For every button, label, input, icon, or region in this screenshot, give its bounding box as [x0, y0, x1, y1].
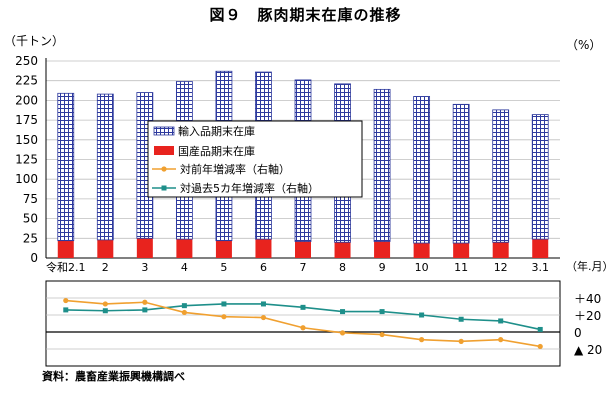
yoy-rate-point: [419, 337, 425, 343]
bar-domestic: [255, 239, 272, 258]
legend: 輸入品期末在庫 国産品期末在庫 対前年増減率（右軸） 対過去5カ年増減率（右軸）: [147, 120, 363, 198]
rate-panel-frame: [45, 280, 561, 367]
x-tick-label: 4: [181, 261, 188, 274]
x-tick-label: 5: [220, 261, 227, 274]
bar-domestic: [532, 239, 549, 258]
y-tick-label: 100: [15, 172, 38, 186]
yoy-rate-point: [458, 338, 464, 344]
chart-title: 図９ 豚肉期末在庫の推移: [209, 6, 402, 24]
yoy-rate-point: [102, 301, 108, 307]
legend-box: [147, 120, 363, 198]
yoy-rate-point: [142, 299, 148, 305]
x-tick-label: 11: [454, 261, 468, 274]
five-year-rate-point: [340, 309, 346, 315]
five-year-rate-point: [537, 326, 543, 332]
source-note: 資料：農畜産業振興機構調べ: [42, 370, 185, 383]
x-tick-label: 2: [102, 261, 109, 274]
right-tick-label: ＋20: [574, 309, 601, 323]
legend-swatch-import: [153, 126, 175, 136]
yoy-rate-point: [260, 314, 267, 321]
y-tick-label: 25: [23, 231, 38, 245]
bar-domestic: [453, 243, 470, 258]
five-year-rate-point: [300, 304, 306, 310]
x-tick-label: 6: [260, 261, 267, 274]
yoy-rate-point: [537, 343, 543, 350]
legend-label-yoy: 対前年増減率（右軸）: [180, 162, 290, 176]
five-year-rate-point: [419, 312, 425, 318]
five-year-rate-point: [260, 301, 266, 307]
yoy-rate-point: [63, 297, 69, 304]
yoy-rate-point: [379, 331, 385, 338]
five-year-rate-point: [498, 318, 504, 324]
x-tick-label: 令和2.1: [46, 260, 86, 274]
x-tick-label: 9: [379, 261, 386, 274]
bar-import: [492, 109, 510, 243]
five-year-rate-point: [181, 303, 187, 309]
bar-import: [373, 88, 391, 242]
legend-marker-five-year: [161, 185, 167, 191]
bar-domestic: [176, 239, 193, 258]
left-axis-unit: （千トン）: [4, 34, 65, 48]
legend-label-five-year: 対過去5カ年増減率（右軸）: [180, 181, 319, 195]
x-tick-label: 3.1: [531, 261, 549, 274]
x-axis-unit: （年.月）: [566, 259, 611, 273]
bar-domestic: [97, 239, 114, 258]
bar-import: [57, 92, 75, 242]
y-tick-label: 225: [15, 74, 38, 88]
y-tick-label: 50: [23, 212, 38, 226]
right-tick-label: ▲ 20: [574, 343, 602, 357]
x-tick-label: 3: [141, 261, 148, 274]
five-year-rate-point: [142, 307, 148, 313]
x-tick-label: 8: [339, 261, 346, 274]
bar-import: [452, 103, 470, 244]
bar-import: [96, 93, 114, 241]
y-tick-label: 250: [15, 54, 38, 68]
yoy-rate-point: [300, 325, 306, 331]
bar-domestic: [413, 243, 430, 258]
y-tick-label: 75: [23, 192, 38, 206]
bar-domestic: [136, 238, 153, 258]
right-tick-label: 0: [574, 326, 582, 340]
legend-marker-yoy: [161, 166, 167, 172]
x-tick-label: 12: [494, 261, 508, 274]
five-year-rate-point: [63, 307, 69, 313]
y-tick-label: 0: [30, 251, 38, 265]
right-axis-unit: （%）: [566, 38, 602, 52]
right-tick-label: ＋40: [574, 292, 601, 306]
x-tick-label: 10: [415, 261, 429, 274]
bar-domestic: [57, 240, 74, 258]
bar-domestic: [215, 240, 232, 258]
y-tick-label: 125: [15, 153, 38, 167]
legend-label-import: 輸入品期末在庫: [178, 124, 255, 138]
yoy-rate-point: [181, 309, 187, 316]
yoy-rate-point: [339, 330, 346, 336]
y-tick-label: 150: [15, 133, 38, 147]
bar-domestic: [295, 241, 311, 258]
five-year-rate-point: [379, 309, 385, 315]
y-tick-label: 175: [15, 113, 38, 127]
y-tick-label: 200: [15, 93, 38, 107]
yoy-rate-point: [221, 314, 227, 320]
five-year-rate-point: [102, 308, 108, 314]
bar-import: [413, 96, 431, 244]
rate-line-panel: ＋40 ＋20 0 ▲ 20: [45, 280, 602, 367]
five-year-rate-point: [221, 301, 227, 307]
x-tick-label: 7: [300, 261, 307, 274]
legend-label-domestic: 国産品期末在庫: [178, 144, 255, 158]
bar-domestic: [492, 242, 509, 258]
five-year-rate-point: [458, 316, 464, 322]
yoy-rate-point: [498, 337, 504, 343]
bar-import: [531, 114, 549, 240]
legend-swatch-domestic: [154, 146, 174, 155]
bar-domestic: [374, 241, 391, 258]
bar-domestic: [334, 242, 351, 258]
